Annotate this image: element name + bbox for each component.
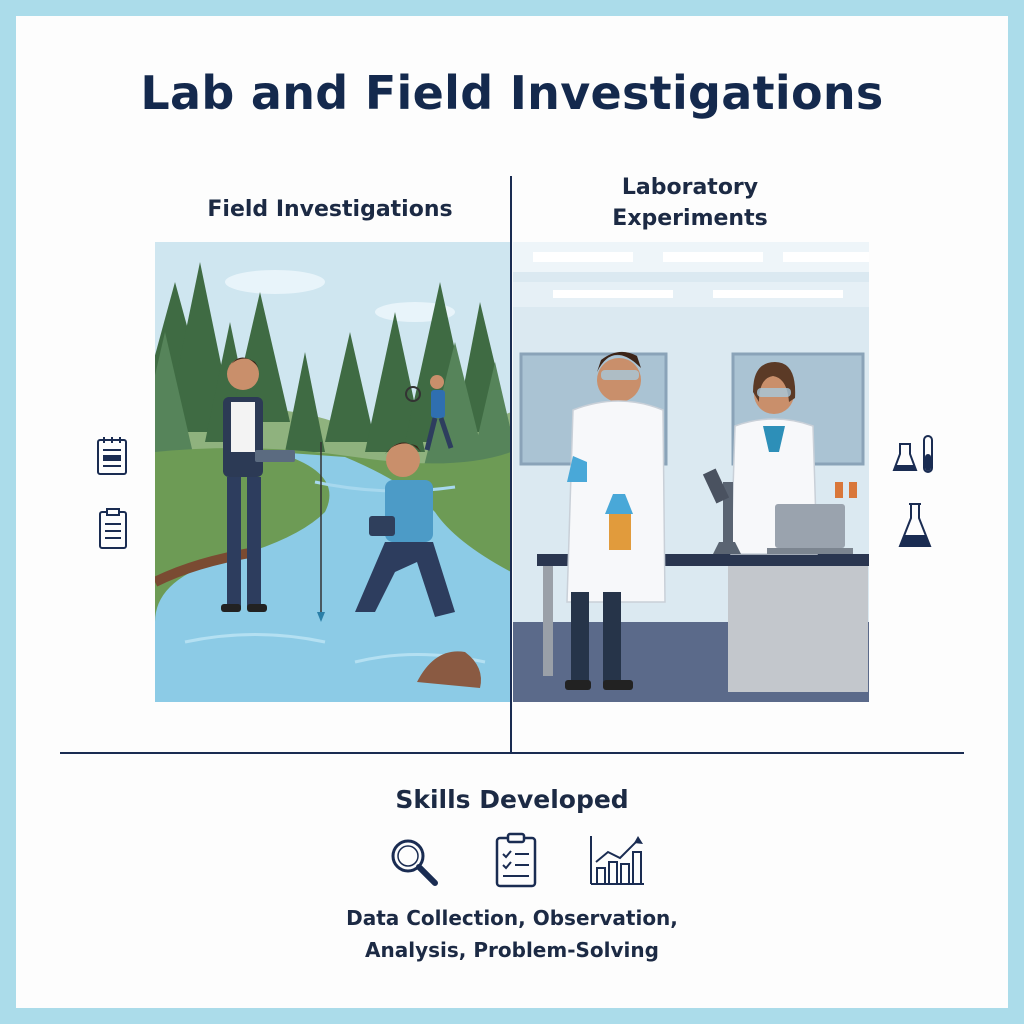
- skills-heading: Skills Developed: [395, 785, 629, 814]
- lab-heading-line2: Experiments: [612, 206, 768, 231]
- flask-test-tube-icon: [892, 435, 933, 473]
- skills-line2: Analysis, Problem-Solving: [365, 938, 659, 962]
- checklist-clipboard-icon: [495, 832, 537, 888]
- notebook-icon: [97, 437, 127, 475]
- lab-experiment-illustration: [513, 242, 869, 702]
- lab-heading-line1: Laboratory: [621, 175, 759, 200]
- bar-chart-trend-icon: [590, 836, 644, 885]
- erlenmeyer-flask-icon: [898, 503, 932, 547]
- clipboard-icon: [99, 508, 127, 549]
- lab-heading: Laboratory Experiments: [540, 172, 840, 234]
- magnifier-icon: [391, 839, 438, 886]
- section-divider: [60, 752, 964, 754]
- page-title: Lab and Field Investigations: [140, 66, 884, 120]
- center-divider: [510, 176, 512, 754]
- skills-line1: Data Collection, Observation,: [346, 906, 678, 930]
- field-heading: Field Investigations: [207, 197, 453, 222]
- field-investigation-illustration: [155, 242, 511, 702]
- skills-description: Data Collection, Observation, Analysis, …: [0, 902, 1024, 966]
